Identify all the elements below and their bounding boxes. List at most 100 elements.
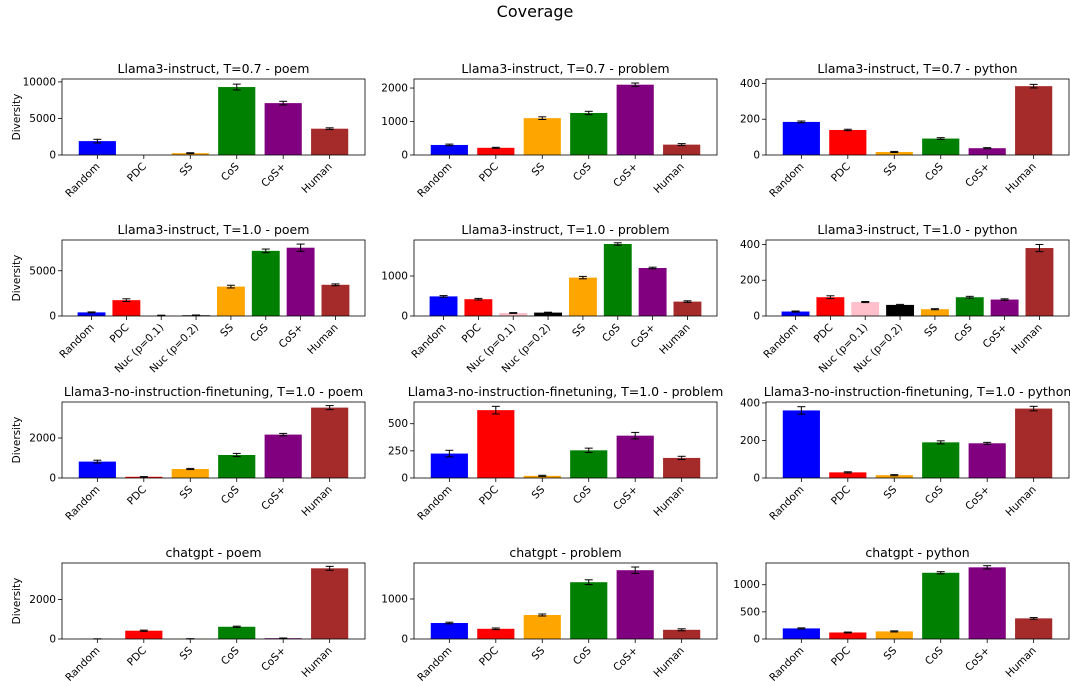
x-tick-label: Random — [767, 645, 806, 682]
bar-pdc — [464, 299, 493, 316]
bar-cos+ — [968, 148, 1006, 155]
axes-frame — [765, 78, 1070, 156]
x-tick-label: SS — [570, 321, 588, 339]
x-tick-label: Random — [767, 161, 806, 200]
x-tick-label: Human — [300, 484, 335, 519]
y-tick-label: 5000 — [29, 113, 56, 125]
x-tick-label: Human — [652, 484, 687, 519]
bar-random — [782, 410, 820, 478]
y-tick-label: 0 — [753, 634, 760, 646]
bar-nuc-p-0-1- — [499, 313, 528, 316]
axes-frame — [413, 401, 718, 479]
bar-cos+ — [264, 434, 302, 478]
bar-cos — [955, 297, 984, 316]
x-tick-label: CoS+ — [963, 484, 992, 513]
bar-ss — [875, 475, 913, 478]
subplot-title: Llama3-instruct, T=1.0 - python — [817, 222, 1017, 237]
x-tick-label: CoS+ — [963, 161, 992, 190]
x-tick-label: Human — [652, 645, 687, 680]
x-tick-label: Random — [63, 161, 102, 200]
x-tick-label: Human — [1009, 322, 1044, 357]
y-tick-label: 0 — [401, 473, 408, 485]
y-tick-label: 0 — [49, 150, 56, 162]
bar-cos+ — [264, 103, 302, 155]
bar-cos — [570, 582, 608, 639]
subplot-7: Llama3-no-instruction-finetuning, T=1.0 … — [11, 384, 366, 523]
bar-ss — [875, 151, 913, 155]
x-tick-label: PDC — [477, 645, 501, 669]
bar-ss — [216, 286, 245, 316]
bar-human — [1015, 86, 1053, 155]
bar-human — [311, 568, 349, 639]
bar-pdc — [477, 628, 515, 639]
axes-frame — [61, 239, 366, 317]
x-tick-label: Human — [1004, 484, 1039, 519]
y-tick-label: 250 — [388, 445, 408, 457]
bar-ss — [920, 309, 949, 316]
bar-human — [1015, 408, 1053, 478]
subplot-title: Llama3-no-instruction-finetuning, T=1.0 … — [764, 384, 1070, 399]
bar-random — [429, 296, 458, 316]
axes-frame — [61, 401, 366, 479]
subplot-12: chatgpt - python Random PDC SS CoS CoS+ Human 0… — [733, 545, 1070, 682]
bar-pdc — [112, 300, 141, 316]
y-tick-label: 2000 — [29, 433, 56, 445]
x-tick-label: CoS+ — [611, 645, 640, 674]
subplot-title: chatgpt - problem — [509, 545, 621, 560]
bar-ss — [171, 469, 209, 478]
bar-ss — [568, 277, 597, 316]
y-tick-label: 400 — [740, 78, 760, 90]
bar-random — [782, 628, 820, 639]
x-tick-label: PDC — [829, 484, 853, 508]
bar-ss — [523, 118, 561, 155]
bar-human — [1025, 248, 1054, 316]
bar-random — [781, 311, 810, 316]
y-tick-label: 200 — [740, 275, 760, 287]
x-tick-label: SS — [529, 644, 547, 662]
bar-cos+ — [968, 567, 1006, 639]
bar-cos — [570, 450, 608, 478]
axes-frame — [765, 239, 1070, 317]
x-tick-label: CoS — [219, 160, 242, 183]
x-tick-label: CoS — [923, 644, 946, 667]
x-tick-label: SS — [881, 644, 899, 662]
x-tick-label: CoS+ — [259, 645, 288, 674]
x-tick-label: Random — [409, 322, 448, 361]
x-tick-label: PDC — [812, 322, 836, 346]
x-tick-label: CoS — [923, 160, 946, 183]
x-tick-label: CoS+ — [277, 322, 306, 351]
subplot-3: Llama3-instruct, T=0.7 - python Random PDC… — [740, 61, 1070, 200]
bar-human — [663, 629, 701, 639]
x-tick-label: PDC — [829, 161, 853, 185]
x-tick-label: PDC — [460, 322, 484, 346]
bar-pdc — [829, 472, 867, 478]
x-tick-label: CoS — [248, 321, 271, 344]
y-tick-label: 0 — [753, 150, 760, 162]
y-axis-label: Diversity — [11, 94, 23, 141]
x-tick-label: CoS — [600, 321, 623, 344]
bar-random — [78, 141, 116, 155]
bar-human — [663, 457, 701, 478]
x-tick-label: Random — [761, 322, 800, 361]
y-tick-label: 1000 — [381, 116, 408, 128]
bar-cos+ — [638, 268, 667, 316]
x-tick-label: Human — [1004, 161, 1039, 196]
subplot-2: Llama3-instruct, T=0.7 - problem Random PD… — [381, 61, 718, 200]
x-tick-label: SS — [177, 644, 195, 662]
bar-human — [663, 144, 701, 155]
bar-nuc-p-0-1- — [851, 302, 880, 316]
x-tick-label: Random — [415, 484, 454, 523]
x-tick-label: Human — [300, 645, 335, 680]
bar-cos — [218, 626, 256, 639]
subplot-title: chatgpt - poem — [165, 545, 261, 560]
bar-cos — [922, 138, 960, 155]
bar-random — [78, 461, 116, 478]
x-tick-label: PDC — [125, 161, 149, 185]
subplot-8: Llama3-no-instruction-finetuning, T=1.0 … — [388, 384, 723, 523]
y-tick-label: 10000 — [23, 76, 56, 88]
y-tick-label: 0 — [49, 311, 56, 323]
y-tick-label: 0 — [753, 473, 760, 485]
x-tick-label: Random — [415, 161, 454, 200]
axes-frame — [413, 562, 718, 640]
subplot-5: Llama3-instruct, T=1.0 - problem Random PD… — [381, 222, 718, 375]
